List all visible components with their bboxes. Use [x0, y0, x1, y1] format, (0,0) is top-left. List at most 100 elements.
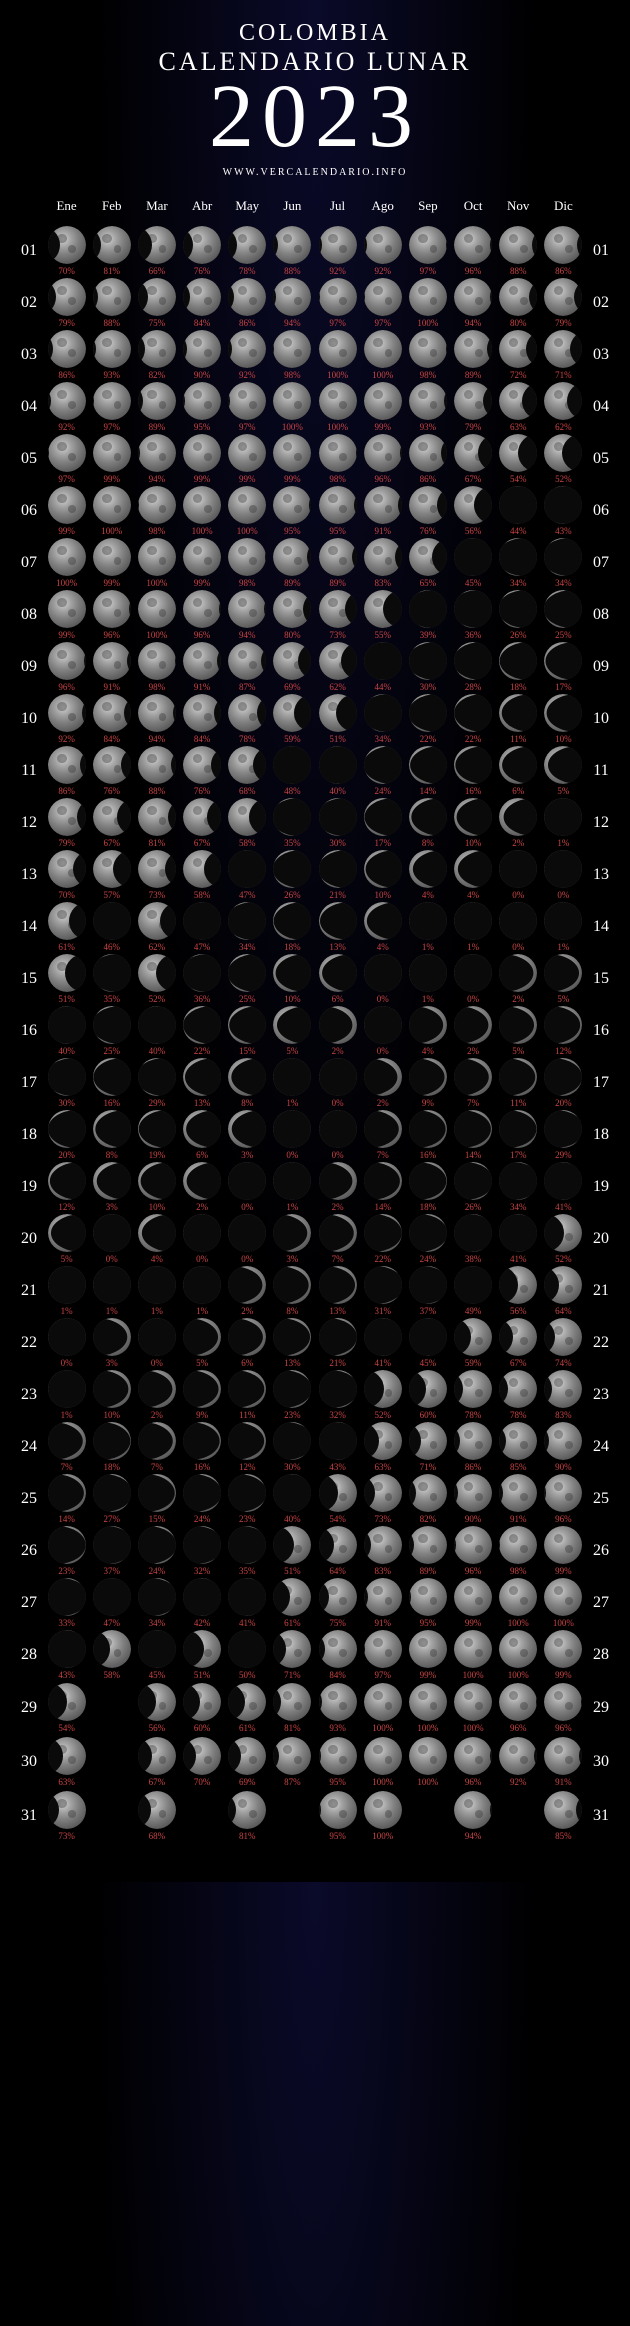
- moon-cell: 10%: [452, 798, 495, 848]
- moon-cell: 90%: [542, 1422, 585, 1472]
- moon-icon: [183, 902, 221, 940]
- empty-cell: [90, 1790, 133, 1842]
- day-row: 23 1% 10% 2% 9% 11%: [15, 1370, 615, 1420]
- illumination-percent: 63%: [510, 422, 527, 432]
- illumination-percent: 69%: [284, 682, 301, 692]
- illumination-percent: 47%: [239, 890, 256, 900]
- moon-cell: 5%: [181, 1318, 224, 1368]
- month-label: Ene: [45, 198, 88, 214]
- illumination-percent: 99%: [58, 630, 75, 640]
- moon-icon: [409, 330, 447, 368]
- illumination-percent: 14%: [420, 786, 437, 796]
- illumination-percent: 58%: [103, 1670, 120, 1680]
- moon-cell: 52%: [135, 954, 178, 1004]
- moon-cell: 92%: [45, 382, 88, 432]
- moon-icon: [499, 1526, 537, 1564]
- illumination-percent: 5%: [61, 1254, 73, 1264]
- day-label-left: 16: [15, 1022, 43, 1040]
- moon-cell: 26%: [497, 590, 540, 640]
- header: COLOMBIA CALENDARIO LUNAR 2023 WWW.VERCA…: [15, 20, 615, 178]
- moon-icon: [319, 954, 357, 992]
- moon-cell: 45%: [406, 1318, 449, 1368]
- moon-cell: 91%: [361, 1578, 404, 1628]
- illumination-percent: 95%: [420, 1618, 437, 1628]
- day-label-right: 31: [587, 1807, 615, 1825]
- moon-icon: [183, 798, 221, 836]
- illumination-percent: 44%: [374, 682, 391, 692]
- moon-icon: [544, 1214, 582, 1252]
- moon-cell: 55%: [361, 590, 404, 640]
- illumination-percent: 93%: [329, 1723, 346, 1733]
- moon-cell: 44%: [361, 642, 404, 692]
- day-row: 06 99% 100% 98% 100% 1: [15, 486, 615, 536]
- moon-icon: [409, 694, 447, 732]
- moon-cell: 68%: [135, 1791, 178, 1841]
- month-label: Mar: [135, 198, 178, 214]
- moon-icon: [409, 1683, 447, 1721]
- moon-cell: 68%: [226, 746, 269, 796]
- illumination-percent: 64%: [329, 1566, 346, 1576]
- moon-cell: 6%: [497, 746, 540, 796]
- illumination-percent: 4%: [422, 890, 434, 900]
- moon-cell: 92%: [361, 226, 404, 276]
- illumination-percent: 10%: [465, 838, 482, 848]
- moon-icon: [454, 1318, 492, 1356]
- illumination-percent: 69%: [239, 1777, 256, 1787]
- month-label: Jul: [316, 198, 359, 214]
- moon-icon: [364, 1526, 402, 1564]
- moon-icon: [319, 1370, 357, 1408]
- illumination-percent: 92%: [329, 266, 346, 276]
- moon-cell: 18%: [90, 1422, 133, 1472]
- moon-cell: 100%: [497, 1578, 540, 1628]
- moon-icon: [499, 694, 537, 732]
- moon-cell: 8%: [271, 1266, 314, 1316]
- illumination-percent: 100%: [372, 1777, 393, 1787]
- moon-cell: 51%: [316, 694, 359, 744]
- moon-cell: 66%: [135, 226, 178, 276]
- moon-cell: 75%: [316, 1578, 359, 1628]
- moon-icon: [364, 1266, 402, 1304]
- illumination-percent: 10%: [103, 1410, 120, 1420]
- moon-icon: [499, 278, 537, 316]
- moon-cell: 6%: [316, 954, 359, 1004]
- moon-icon: [319, 1791, 357, 1829]
- moon-cell: 7%: [452, 1058, 495, 1108]
- moon-icon: [364, 850, 402, 888]
- moon-icon: [273, 1422, 311, 1460]
- moon-icon: [544, 486, 582, 524]
- moon-cell: 95%: [271, 486, 314, 536]
- moon-cell: 20%: [542, 1058, 585, 1108]
- day-label-right: 14: [587, 918, 615, 936]
- moon-icon: [364, 1422, 402, 1460]
- moon-cell: 99%: [181, 434, 224, 484]
- illumination-percent: 36%: [465, 630, 482, 640]
- moon-icon: [319, 798, 357, 836]
- illumination-percent: 23%: [58, 1566, 75, 1576]
- moon-cell: 76%: [406, 486, 449, 536]
- illumination-percent: 1%: [467, 942, 479, 952]
- moon-icon: [93, 1058, 131, 1096]
- moon-cell: 64%: [316, 1526, 359, 1576]
- illumination-percent: 96%: [58, 682, 75, 692]
- illumination-percent: 51%: [194, 1670, 211, 1680]
- moon-cell: 12%: [45, 1162, 88, 1212]
- moon-cell: 14%: [45, 1474, 88, 1524]
- moon-cell: 47%: [181, 902, 224, 952]
- illumination-percent: 0%: [61, 1358, 73, 1368]
- moon-cell: 95%: [316, 1791, 359, 1841]
- illumination-percent: 51%: [58, 994, 75, 1004]
- illumination-percent: 1%: [196, 1306, 208, 1316]
- moon-cell: 0%: [497, 902, 540, 952]
- illumination-percent: 71%: [420, 1462, 437, 1472]
- illumination-percent: 96%: [374, 474, 391, 484]
- illumination-percent: 35%: [284, 838, 301, 848]
- illumination-percent: 67%: [194, 838, 211, 848]
- illumination-percent: 89%: [465, 370, 482, 380]
- moon-icon: [138, 1006, 176, 1044]
- moon-cell: 88%: [90, 278, 133, 328]
- day-row: 31 73% 68% 81% 95% 100: [15, 1790, 615, 1842]
- moon-icon: [364, 486, 402, 524]
- illumination-percent: 100%: [56, 578, 77, 588]
- moon-cell: 95%: [316, 486, 359, 536]
- moon-icon: [499, 486, 537, 524]
